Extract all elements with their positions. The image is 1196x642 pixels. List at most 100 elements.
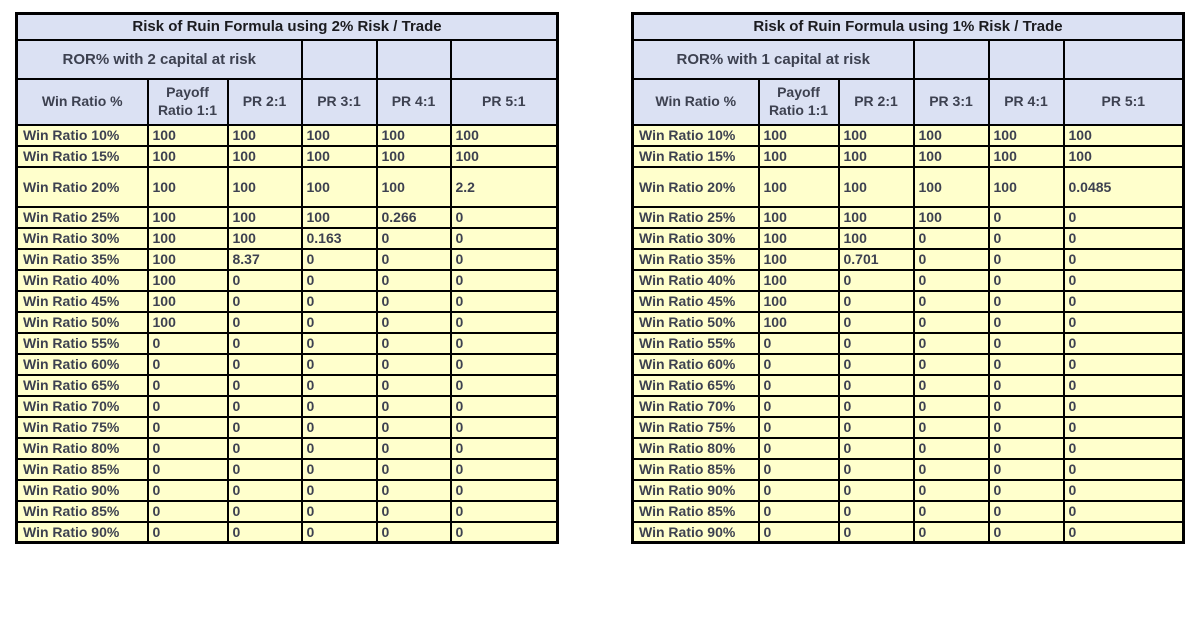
table-body: Win Ratio 10% 100 100 100 100 100 Win Ratio 15… [631,123,1185,544]
value-cell: 0 [300,520,378,544]
value-cell: 100 [375,123,452,147]
table-row: Win Ratio 75% 0 0 0 0 0 [15,415,559,439]
value-cell: 0 [226,478,303,502]
value-cell: 0 [449,226,559,250]
table-row: Win Ratio 85% 0 0 0 0 0 [631,457,1185,481]
table-row: Win Ratio 55% 0 0 0 0 0 [631,331,1185,355]
value-cell: 100 [1062,144,1185,168]
table-row: Win Ratio 80% 0 0 0 0 0 [631,436,1185,460]
value-cell: 0 [449,352,559,376]
row-label: Win Ratio 35% [15,247,149,271]
row-label: Win Ratio 20% [15,165,149,208]
value-cell: 0 [226,331,303,355]
value-cell: 0 [300,289,378,313]
column-header-row: Win Ratio % Payoff Ratio 1:1 PR 2:1 PR 3… [631,77,1185,126]
value-cell: 0 [1062,289,1185,313]
value-cell: 0 [1062,226,1185,250]
value-cell: 0 [987,289,1065,313]
value-cell: 0 [226,310,303,334]
value-cell: 0 [837,289,915,313]
value-cell: 0 [912,436,990,460]
value-cell: 0 [912,331,990,355]
row-label: Win Ratio 30% [631,226,760,250]
value-cell: 0 [987,415,1065,439]
row-label: Win Ratio 70% [631,394,760,418]
value-cell: 100 [300,144,378,168]
value-cell: 100 [146,123,229,147]
value-cell: 0 [1062,415,1185,439]
value-cell: 0 [757,499,840,523]
value-cell: 0 [1062,331,1185,355]
value-cell: 0 [226,457,303,481]
value-cell: 0 [146,520,229,544]
value-cell: 0 [300,457,378,481]
table-row: Win Ratio 10% 100 100 100 100 100 [15,123,559,147]
value-cell: 0 [912,310,990,334]
table-row: Win Ratio 65% 0 0 0 0 0 [631,373,1185,397]
value-cell: 0 [449,499,559,523]
value-cell: 0 [375,352,452,376]
empty-cell [987,38,1065,80]
value-cell: 0 [449,436,559,460]
table-body: Win Ratio 10% 100 100 100 100 100 Win Ratio 15… [15,123,559,544]
value-cell: 100 [226,123,303,147]
value-cell: 0 [987,457,1065,481]
value-cell: 0 [226,289,303,313]
row-label: Win Ratio 60% [15,352,149,376]
value-cell: 0 [449,331,559,355]
table-title-row: Risk of Ruin Formula using 1% Risk / Tra… [631,12,1185,41]
value-cell: 0 [987,310,1065,334]
table-row: Win Ratio 70% 0 0 0 0 0 [631,394,1185,418]
col-header-win-ratio: Win Ratio % [631,77,760,126]
value-cell: 0 [1062,205,1185,229]
value-cell: 0 [1062,478,1185,502]
value-cell: 100 [837,226,915,250]
row-label: Win Ratio 70% [15,394,149,418]
row-label: Win Ratio 90% [15,478,149,502]
row-label: Win Ratio 55% [631,331,760,355]
value-cell: 0 [1062,436,1185,460]
empty-cell [375,38,452,80]
value-cell: 0 [300,247,378,271]
empty-cell [449,38,559,80]
value-cell: 0.163 [300,226,378,250]
value-cell: 0 [912,247,990,271]
value-cell: 0 [757,394,840,418]
value-cell: 0 [375,394,452,418]
value-cell: 100 [837,123,915,147]
table-subtitle-row: ROR% with 1 capital at risk [631,38,1185,80]
value-cell: 0 [837,499,915,523]
row-label: Win Ratio 25% [15,205,149,229]
value-cell: 0 [375,457,452,481]
value-cell: 0 [912,352,990,376]
column-header-row: Win Ratio % Payoff Ratio 1:1 PR 2:1 PR 3… [15,77,559,126]
value-cell: 0 [375,289,452,313]
row-label: Win Ratio 10% [631,123,760,147]
value-cell: 0 [375,331,452,355]
value-cell: 100 [757,310,840,334]
value-cell: 0 [987,436,1065,460]
col-header-pr-3-1: PR 3:1 [912,77,990,126]
value-cell: 0 [757,373,840,397]
value-cell: 0 [987,478,1065,502]
value-cell: 0 [449,268,559,292]
value-cell: 0 [449,247,559,271]
value-cell: 0.0485 [1062,165,1185,208]
value-cell: 0 [226,499,303,523]
value-cell: 0 [449,457,559,481]
value-cell: 100 [226,144,303,168]
value-cell: 0 [449,205,559,229]
col-header-payoff-ratio-1-1: Payoff Ratio 1:1 [146,77,229,126]
row-label: Win Ratio 90% [631,520,760,544]
value-cell: 0 [449,520,559,544]
value-cell: 100 [146,205,229,229]
value-cell: 0 [375,415,452,439]
col-header-pr-3-1: PR 3:1 [300,77,378,126]
value-cell: 0 [375,520,452,544]
value-cell: 100 [757,123,840,147]
table-row: Win Ratio 10% 100 100 100 100 100 [631,123,1185,147]
table-subtitle: ROR% with 2 capital at risk [15,38,303,80]
value-cell: 0 [449,373,559,397]
value-cell: 0 [375,310,452,334]
